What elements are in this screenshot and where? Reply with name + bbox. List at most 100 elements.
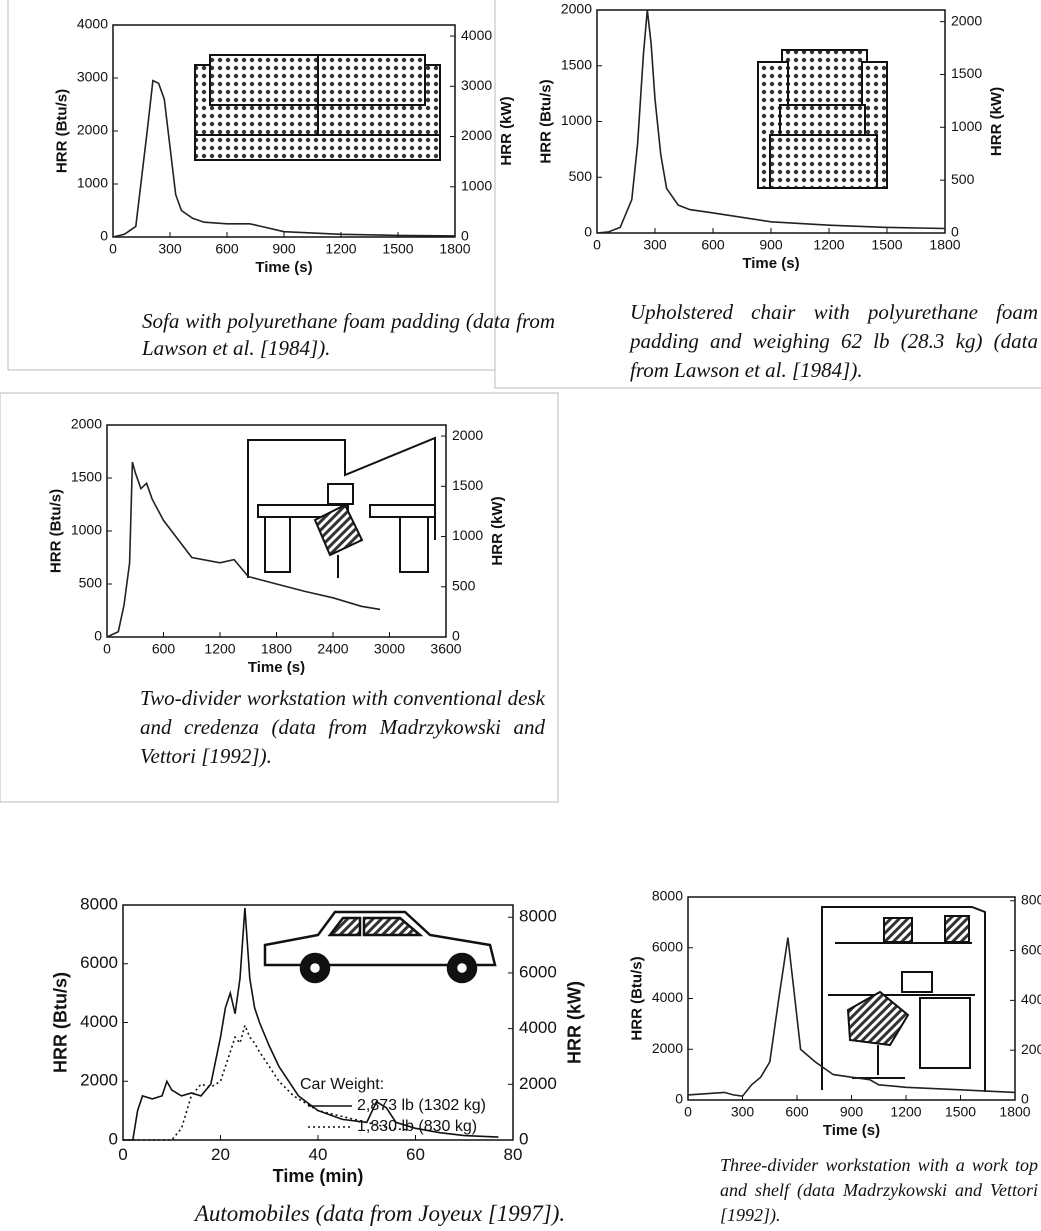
workstation-illustration: [822, 907, 985, 1092]
y2-axis-label: HRR (kW): [988, 87, 1005, 156]
y-tick-label: 2000: [561, 1, 592, 17]
y2-axis-label: HRR (kW): [565, 981, 585, 1064]
y-tick-label: 0: [675, 1091, 683, 1107]
x-tick-label: 300: [731, 1103, 755, 1119]
x-tick-label: 1200: [890, 1103, 921, 1119]
y2-tick-label: 1500: [452, 477, 483, 493]
x-tick-label: 0: [118, 1145, 127, 1164]
x-tick-label: 2400: [317, 640, 348, 656]
caption: Upholstered chair with polyurethane foam…: [630, 298, 1038, 385]
y2-tick-label: 8000: [519, 907, 557, 926]
y2-tick-label: 8000: [1021, 891, 1041, 907]
legend-label: 1,830 lb (830 kg): [357, 1118, 477, 1135]
x-tick-label: 1200: [813, 236, 844, 252]
charts: 0300600900120015001800010002000300040000…: [0, 0, 1041, 1231]
x-tick-label: 1500: [871, 236, 902, 252]
x-tick-label: 600: [215, 240, 239, 256]
y-tick-label: 2000: [80, 1071, 118, 1090]
chair-illustration: [758, 50, 887, 188]
x-axis-label: Time (s): [742, 255, 799, 272]
x-tick-label: 300: [643, 236, 667, 252]
y2-tick-label: 6000: [1021, 941, 1041, 957]
y-tick-label: 1000: [561, 112, 592, 128]
y-tick-label: 2000: [652, 1040, 683, 1056]
y-tick-label: 4000: [652, 989, 683, 1005]
y-tick-label: 0: [584, 224, 592, 240]
y-tick-label: 1000: [71, 522, 102, 538]
y2-tick-label: 500: [452, 577, 476, 593]
y2-tick-label: 2000: [1021, 1041, 1041, 1057]
y-tick-label: 6000: [80, 953, 118, 972]
car-illustration: [265, 912, 495, 982]
caption: Three-divider workstation with a work to…: [720, 1153, 1038, 1228]
y-tick-label: 500: [79, 575, 103, 591]
x-tick-label: 900: [840, 1103, 864, 1119]
workstation-illustration: [248, 438, 435, 578]
y-tick-label: 500: [569, 168, 593, 184]
y-tick-label: 4000: [77, 16, 108, 32]
y2-axis-label: HRR (kW): [489, 496, 506, 565]
y2-tick-label: 0: [461, 228, 469, 244]
caption: Automobiles (data from Joyeux [1997]).: [150, 1200, 610, 1228]
x-tick-label: 1500: [945, 1103, 976, 1119]
y-tick-label: 1500: [71, 469, 102, 485]
x-axis-label: Time (s): [823, 1122, 880, 1139]
y-tick-label: 6000: [652, 938, 683, 954]
legend-label: 2,873 lb (1302 kg): [357, 1097, 486, 1114]
caption: Two-divider workstation with conventiona…: [140, 684, 545, 771]
y2-axis-label: HRR (kW): [498, 96, 515, 165]
y2-tick-label: 3000: [461, 77, 492, 93]
y2-tick-label: 0: [452, 628, 460, 644]
x-tick-label: 1800: [261, 640, 292, 656]
x-tick-label: 900: [272, 240, 296, 256]
y-axis-label: HRR (Btu/s): [51, 972, 71, 1073]
x-tick-label: 3000: [374, 640, 405, 656]
y-axis-label: HRR (Btu/s): [54, 89, 71, 173]
y-tick-label: 3000: [77, 69, 108, 85]
x-tick-label: 300: [158, 240, 182, 256]
x-tick-label: 600: [701, 236, 725, 252]
x-tick-label: 1200: [325, 240, 356, 256]
x-tick-label: 60: [406, 1145, 425, 1164]
x-tick-label: 0: [103, 640, 111, 656]
y2-tick-label: 2000: [452, 427, 483, 443]
y2-tick-label: 0: [1021, 1091, 1029, 1107]
y-tick-label: 8000: [652, 888, 683, 904]
x-tick-label: 1500: [382, 240, 413, 256]
y2-tick-label: 1000: [461, 177, 492, 193]
sofa-illustration: [195, 55, 440, 160]
y2-tick-label: 1500: [951, 65, 982, 81]
x-axis-label: Time (s): [248, 659, 305, 676]
x-tick-label: 600: [785, 1103, 809, 1119]
y2-tick-label: 2000: [519, 1074, 557, 1093]
y2-tick-label: 4000: [461, 27, 492, 43]
y-tick-label: 2000: [77, 122, 108, 138]
y2-tick-label: 2000: [461, 127, 492, 143]
x-axis-label: Time (min): [273, 1166, 364, 1186]
y-tick-label: 0: [109, 1129, 118, 1148]
y-tick-label: 0: [100, 228, 108, 244]
x-axis-label: Time (s): [255, 259, 312, 276]
y-tick-label: 1000: [77, 175, 108, 191]
y2-tick-label: 0: [951, 224, 959, 240]
page: 0300600900120015001800010002000300040000…: [0, 0, 1041, 1231]
x-tick-label: 0: [109, 240, 117, 256]
y-axis-label: HRR (Btu/s): [538, 79, 555, 163]
y2-tick-label: 1000: [452, 527, 483, 543]
y2-tick-label: 4000: [1021, 991, 1041, 1007]
y-tick-label: 0: [94, 628, 102, 644]
y-tick-label: 2000: [71, 416, 102, 432]
x-tick-label: 0: [593, 236, 601, 252]
y-tick-label: 8000: [80, 894, 118, 913]
y2-tick-label: 4000: [519, 1018, 557, 1037]
y2-tick-label: 500: [951, 171, 975, 187]
y-tick-label: 1500: [561, 56, 592, 72]
caption: Sofa with polyurethane foam padding (dat…: [142, 308, 555, 362]
x-tick-label: 20: [211, 1145, 230, 1164]
x-tick-label: 40: [309, 1145, 328, 1164]
y2-tick-label: 0: [519, 1129, 528, 1148]
legend-title: Car Weight:: [300, 1076, 384, 1093]
y-tick-label: 4000: [80, 1012, 118, 1031]
x-tick-label: 900: [759, 236, 783, 252]
x-tick-label: 0: [684, 1103, 692, 1119]
